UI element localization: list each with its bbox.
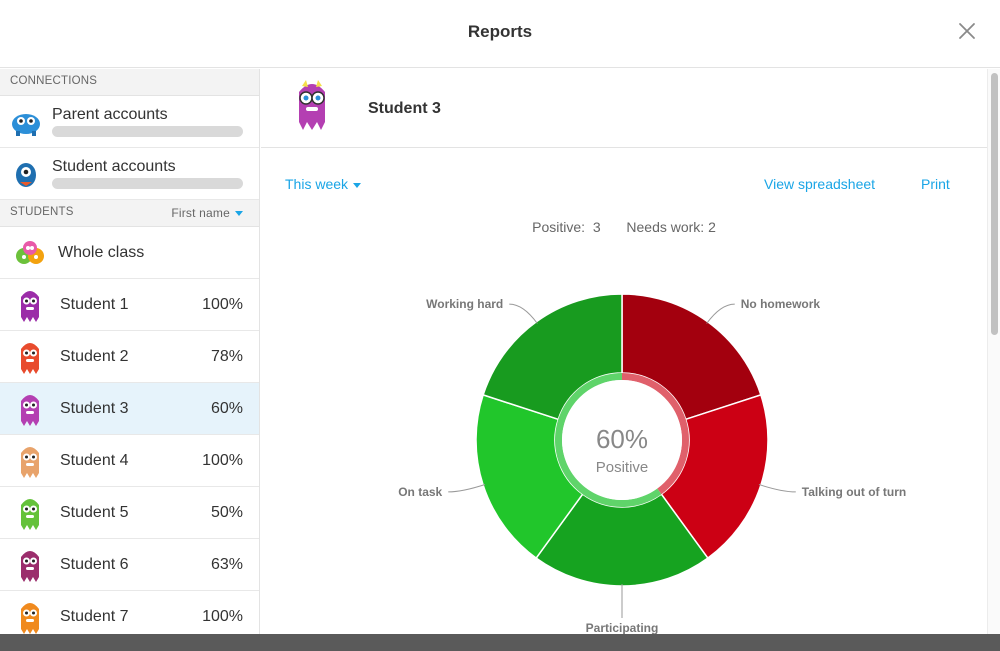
student-row[interactable]: Student 7 100% — [0, 591, 259, 634]
donut-center — [562, 380, 682, 500]
leader-line — [509, 303, 538, 324]
student-monster-icon — [21, 291, 39, 322]
student-monster-icon — [21, 343, 39, 374]
needs-work-label: Needs work: — [626, 219, 705, 235]
needs-work-ring — [622, 373, 689, 495]
leader-line — [706, 303, 735, 324]
report-panel: Student 3 This week View spreadsheet Pri… — [261, 69, 987, 634]
student-row[interactable]: Student 2 78% — [0, 331, 259, 383]
needs-work-count: 2 — [708, 219, 716, 235]
student-row[interactable]: Student 4 100% — [0, 435, 259, 487]
slice-label: Working hard — [426, 297, 503, 311]
student-monster-icon — [16, 163, 36, 187]
student-name: Student 2 — [60, 348, 129, 365]
student-header: Student 3 — [261, 69, 987, 148]
student-monster-icon — [21, 499, 39, 530]
student-name: Student 3 — [60, 400, 129, 417]
modal-title: Reports — [467, 22, 533, 41]
sidebar: CONNECTIONS Parent accounts Student acco… — [0, 69, 260, 634]
student-name: Student 1 — [60, 296, 129, 313]
leader-line — [448, 484, 486, 493]
whole-class-item[interactable]: Whole class — [0, 227, 259, 279]
sort-dropdown[interactable]: First name — [171, 206, 243, 220]
positive-count: 3 — [592, 219, 601, 235]
student-percent: 63% — [210, 556, 243, 573]
points-summary: Positive: 3 Needs work: 2 — [261, 219, 987, 235]
slice-label: Participating — [586, 621, 659, 634]
positive-label: Positive: — [532, 219, 586, 235]
student-row[interactable]: Student 1 100% — [0, 279, 259, 331]
student-percent: 50% — [210, 504, 243, 521]
student-monster-icon — [21, 395, 39, 426]
student-monster-icon — [21, 447, 39, 478]
leader-line — [758, 484, 796, 493]
parent-accounts-item[interactable]: Parent accounts — [0, 96, 259, 148]
student-accounts-progress — [52, 178, 243, 189]
period-dropdown[interactable]: This week — [285, 176, 362, 192]
modal-header: Reports — [0, 0, 1000, 68]
students-heading: STUDENTS First name — [0, 200, 259, 227]
student-row[interactable]: Student 6 63% — [0, 539, 259, 591]
student-row[interactable]: Student 5 50% — [0, 487, 259, 539]
student-name: Student 4 — [60, 452, 129, 469]
connections-heading-label: CONNECTIONS — [10, 75, 98, 87]
student-name: Student 7 — [60, 608, 129, 625]
center-value: 60% — [596, 424, 648, 454]
students-heading-label: STUDENTS — [10, 206, 74, 218]
student-monster-icon — [21, 603, 39, 634]
student-percent: 100% — [202, 452, 243, 469]
student-row[interactable]: Student 3 60% — [0, 383, 259, 435]
student-percent: 60% — [210, 400, 243, 417]
slice-label: On task — [398, 485, 442, 499]
student-percent: 100% — [202, 608, 243, 625]
period-label: This week — [285, 176, 349, 192]
positive-ring — [554, 373, 662, 507]
print-link[interactable]: Print — [921, 176, 950, 192]
parent-accounts-progress — [52, 126, 243, 137]
student-accounts-label: Student accounts — [52, 158, 176, 175]
chevron-down-icon — [235, 211, 243, 217]
class-monsters-icon — [16, 241, 44, 264]
parent-accounts-label: Parent accounts — [52, 106, 168, 123]
behavior-donut-chart: 60% Positive No homework Talking out of tur… — [398, 293, 906, 634]
scrollbar-thumb[interactable] — [991, 73, 998, 335]
student-percent: 78% — [210, 348, 243, 365]
reports-modal: Reports CONNECTIONS Parent accounts — [0, 0, 1000, 634]
scrollbar[interactable] — [987, 69, 1000, 634]
student-name: Student 3 — [368, 100, 441, 117]
student-accounts-item[interactable]: Student accounts — [0, 148, 259, 200]
close-icon[interactable] — [956, 20, 978, 42]
slice-label: Talking out of turn — [802, 485, 906, 499]
parent-monster-icon — [12, 114, 40, 136]
student-list: Student 1 100% Student 2 78% Student 3 60% Stu… — [0, 279, 259, 634]
student-name: Student 5 — [60, 504, 129, 521]
view-spreadsheet-link[interactable]: View spreadsheet — [764, 176, 876, 192]
student-name: Student 6 — [60, 556, 129, 573]
center-label: Positive — [596, 459, 649, 476]
whole-class-label: Whole class — [58, 244, 145, 261]
connections-heading: CONNECTIONS — [0, 69, 259, 96]
sort-label: First name — [171, 206, 230, 220]
chevron-down-icon — [353, 182, 362, 188]
student-monster-icon — [21, 551, 39, 582]
student-monster-avatar-icon — [299, 80, 325, 130]
student-percent: 100% — [202, 296, 243, 313]
slice-label: No homework — [741, 297, 821, 311]
